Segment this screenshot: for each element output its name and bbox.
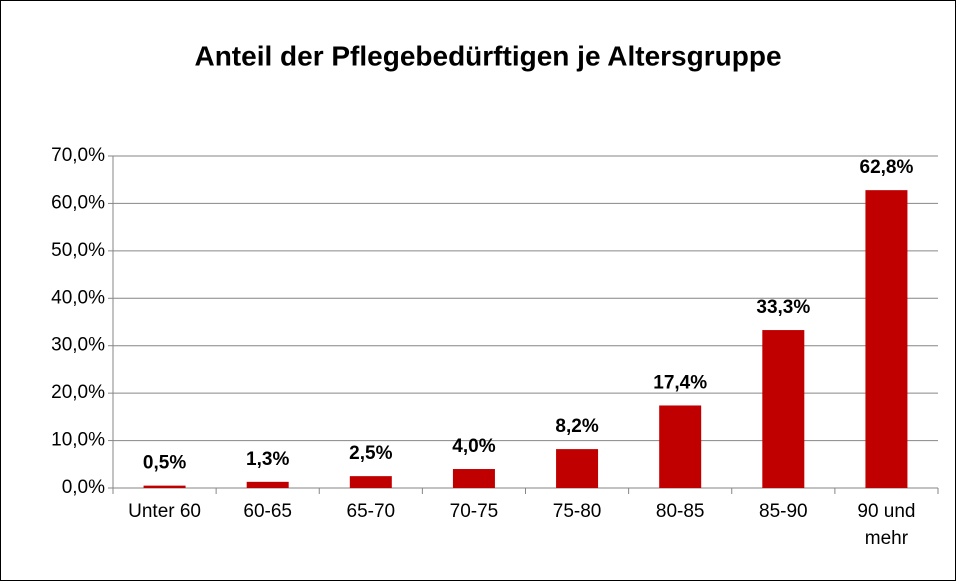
x-tick-label: Unter 60	[128, 501, 201, 522]
x-tick-label: 80-85	[655, 501, 705, 522]
y-tick-label: 0,0%	[62, 477, 105, 498]
data-label: 8,2%	[555, 416, 598, 437]
bar	[349, 476, 392, 488]
x-tick-label: 85-90	[759, 501, 808, 522]
x-tick-label: 75-80	[552, 501, 602, 522]
y-tick-label: 40,0%	[51, 287, 105, 308]
x-tick-label: 60-65	[243, 501, 292, 522]
chart-title: Anteil der Pflegebedürftigen je Altersgr…	[194, 40, 781, 71]
x-tick-label: 65-70	[346, 501, 396, 522]
data-label: 0,5%	[143, 453, 186, 474]
y-tick-label: 30,0%	[51, 335, 105, 356]
bar	[452, 469, 495, 488]
data-label: 33,3%	[756, 297, 810, 318]
data-label: 1,3%	[246, 449, 289, 470]
bar	[143, 485, 186, 488]
data-label: 17,4%	[653, 372, 707, 393]
x-tick-label: 90 und mehr	[857, 501, 916, 549]
bar	[659, 405, 702, 488]
y-tick-label: 50,0%	[51, 240, 105, 261]
y-tick-label: 20,0%	[51, 382, 105, 403]
data-label: 62,8%	[860, 157, 914, 178]
bar	[556, 449, 599, 488]
data-label: 4,0%	[452, 436, 495, 457]
bar	[865, 190, 908, 489]
data-label: 2,5%	[349, 443, 392, 464]
y-tick-label: 70,0%	[51, 145, 105, 166]
bar	[246, 481, 289, 488]
y-tick-label: 60,0%	[51, 192, 105, 213]
bar	[762, 330, 805, 488]
x-tick-label: 70-75	[449, 501, 499, 522]
y-tick-label: 10,0%	[51, 430, 105, 451]
